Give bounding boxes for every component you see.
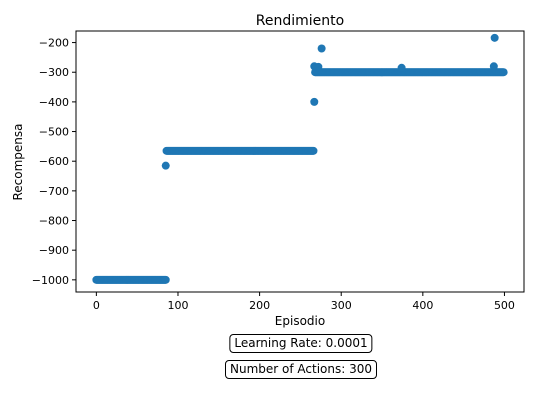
data-point [489, 62, 498, 71]
y-axis-ticks: −200 −300 −400 −500 −600 −700 −800 −900 −1000 [32, 37, 76, 287]
data-point [499, 68, 508, 77]
y-tick-label: −400 [39, 96, 69, 109]
data-point [310, 97, 319, 106]
y-axis-label: Recompensa [11, 123, 25, 200]
data-point [161, 161, 170, 170]
data-point [309, 146, 318, 155]
x-axis-label: Episodio [275, 314, 325, 328]
y-tick-label: −500 [39, 126, 69, 139]
y-tick-label: −1000 [32, 274, 69, 287]
x-tick-label: 200 [249, 299, 270, 312]
data-point [490, 33, 499, 42]
data-point [161, 275, 170, 284]
y-tick-label: −300 [39, 66, 69, 79]
y-tick-label: −800 [39, 215, 69, 228]
data-point [314, 62, 323, 71]
data-point [317, 44, 326, 53]
y-tick-label: −600 [39, 155, 69, 168]
x-tick-label: 500 [494, 299, 515, 312]
x-tick-label: 300 [331, 299, 352, 312]
chart-title: Rendimiento [256, 13, 344, 29]
y-tick-label: −200 [39, 37, 69, 50]
data-point [397, 63, 406, 72]
y-tick-label: −700 [39, 185, 69, 198]
num-actions-annotation: Number of Actions: 300 [225, 360, 377, 379]
x-tick-label: 100 [167, 299, 188, 312]
x-tick-label: 400 [412, 299, 433, 312]
learning-rate-annotation: Learning Rate: 0.0001 [229, 334, 373, 353]
data-points [92, 33, 508, 284]
y-tick-label: −900 [39, 244, 69, 257]
x-tick-label: 0 [93, 299, 100, 312]
x-axis-ticks: 0 100 200 300 400 500 [93, 292, 515, 312]
